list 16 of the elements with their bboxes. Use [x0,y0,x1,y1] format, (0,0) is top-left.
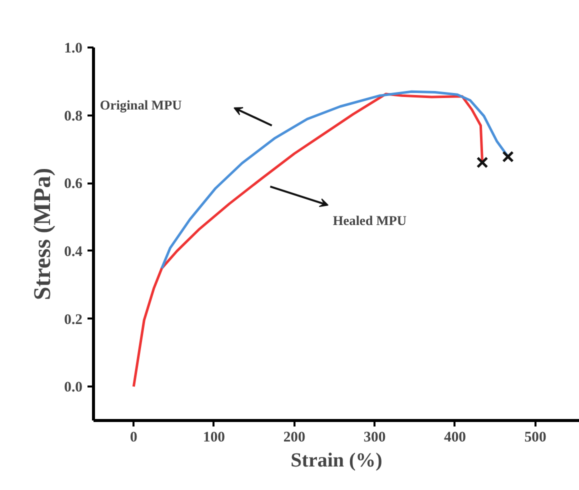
y-tick-label: 1.0 [64,40,83,56]
x-tick-label: 200 [283,430,306,446]
y-tick-label: 0.4 [64,244,84,260]
x-axis-title: Strain (%) [290,450,382,472]
y-axis-title: Stress (MPa) [30,168,56,300]
x-tick-label: 400 [444,430,466,446]
annotation: Healed MPU [332,212,407,228]
x-tick-label: 0 [130,430,138,446]
x-tick-label: 300 [364,430,386,446]
x-tick-label: 500 [524,430,546,446]
y-tick-label: 0.0 [64,380,83,396]
annotation: Original MPU [100,98,182,113]
y-tick-label: 0.2 [64,312,83,328]
y-tick-label: 0.6 [64,176,83,192]
y-tick-label: 0.8 [64,108,83,124]
x-tick-label: 100 [203,430,225,446]
